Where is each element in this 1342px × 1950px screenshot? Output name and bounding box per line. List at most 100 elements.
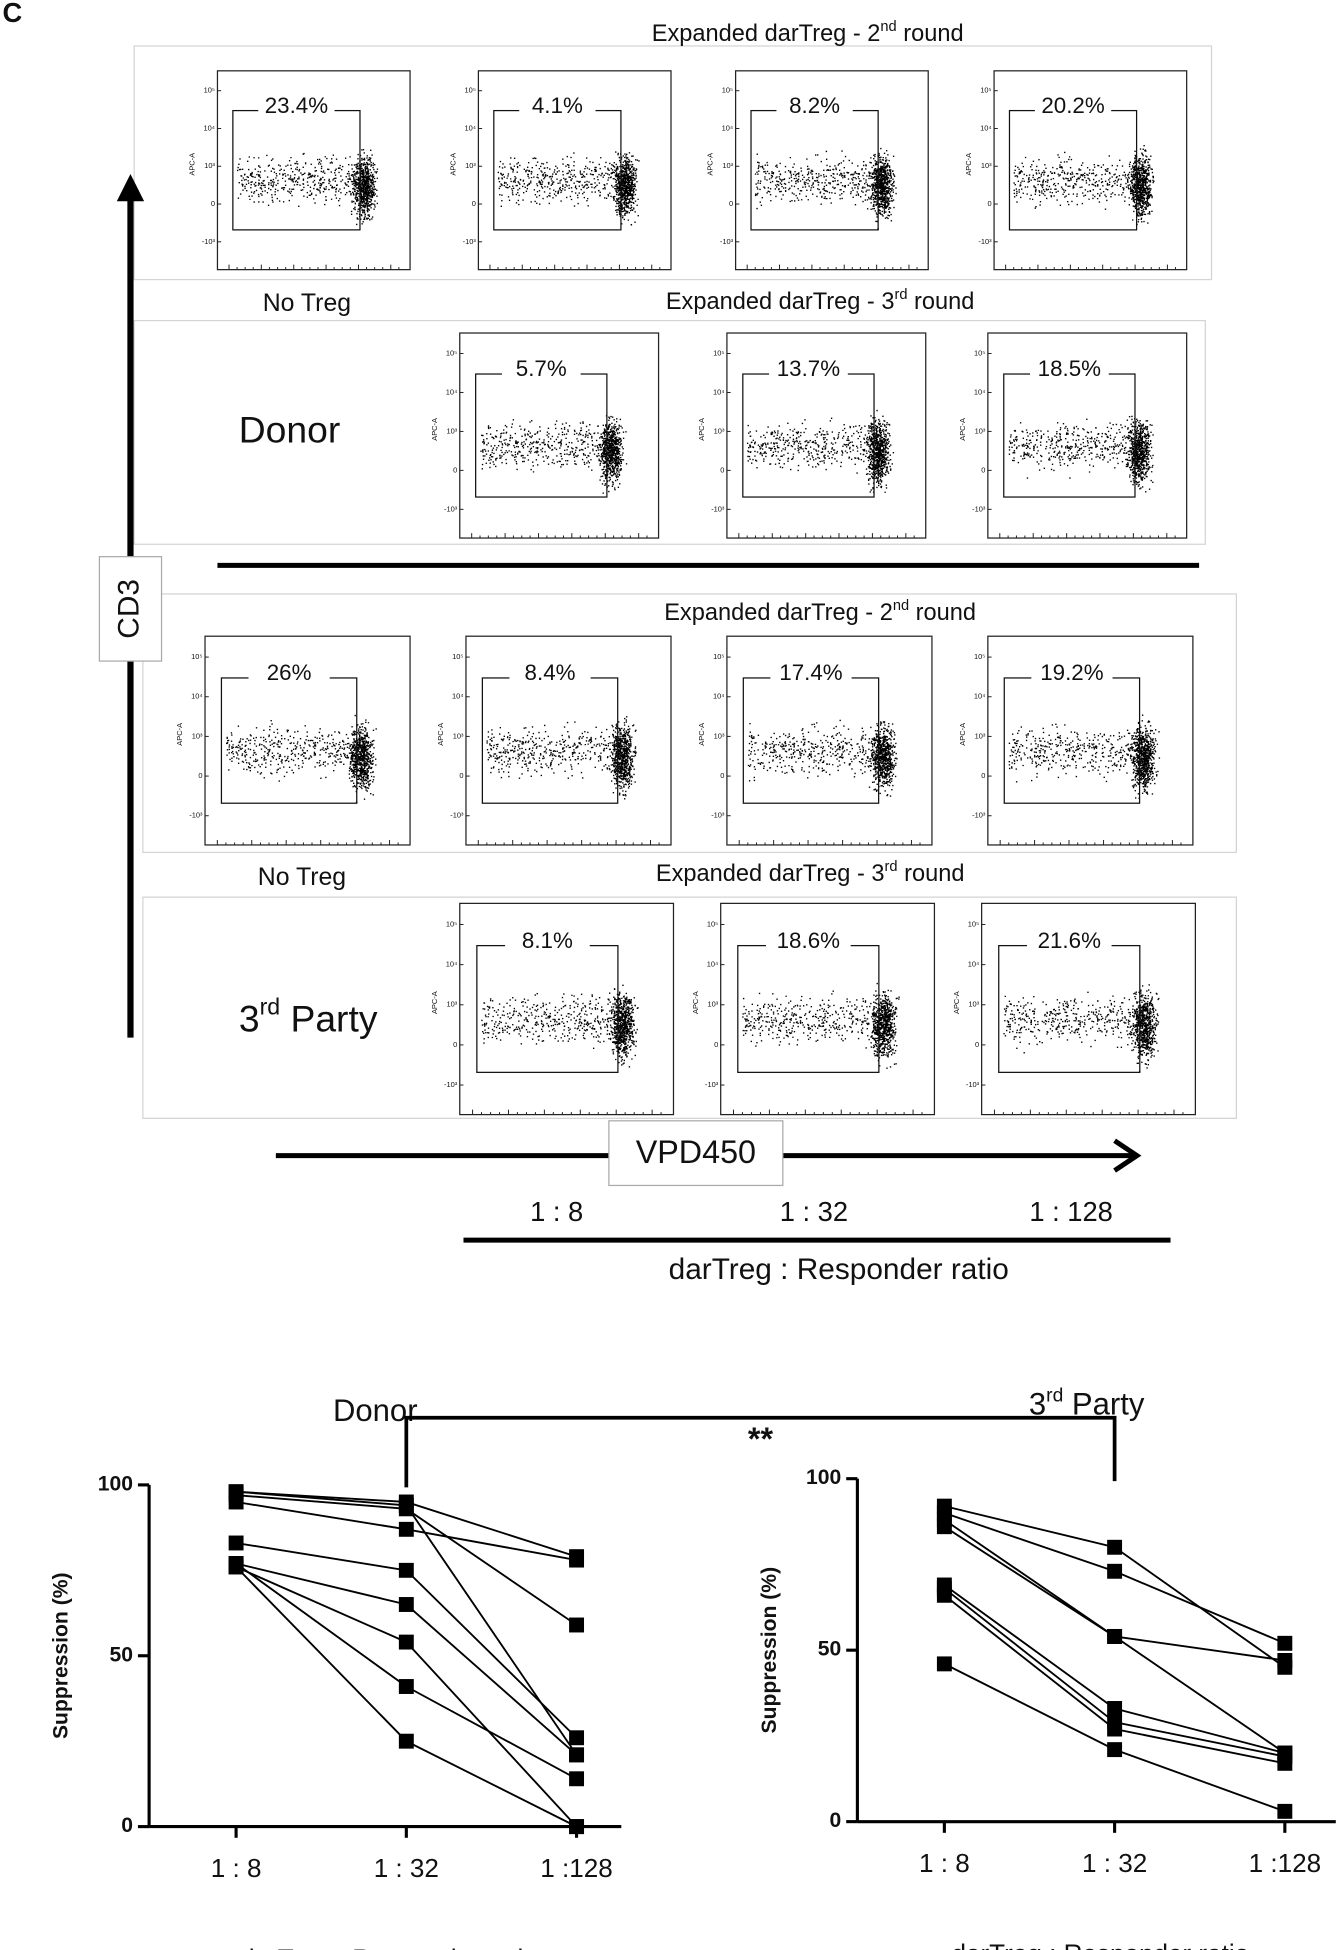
- text-part: nd: [880, 19, 896, 35]
- dot-cloud: [226, 714, 377, 803]
- plot-y-tick-label: 10⁵: [968, 919, 979, 928]
- plot-y-tick-label: 0: [472, 199, 476, 208]
- plot-x-ticks: [746, 264, 918, 270]
- plot-x-ticks: [489, 264, 661, 270]
- x-tick-label: 1 : 8: [919, 1848, 970, 1878]
- series-line: [235, 1562, 578, 1756]
- text-part: Expanded darTreg - 2: [652, 21, 881, 47]
- plot-y-tick-label: 10³: [981, 161, 992, 170]
- text-part: rd: [1046, 1385, 1063, 1406]
- plot-y-tick-label: 0: [453, 1040, 457, 1049]
- plot-y-tick-label: -10³: [444, 504, 458, 513]
- dot-cloud: [497, 151, 640, 226]
- plot-y-tick-label: 10³: [968, 1000, 979, 1009]
- plot-y-label: APC-A: [952, 991, 961, 1014]
- plot-y-tick-label: 10⁵: [980, 86, 991, 95]
- gate-label-bg: [505, 938, 590, 954]
- text-part: 3: [1029, 1387, 1046, 1422]
- point: [228, 1535, 244, 1551]
- text-part: round: [897, 21, 964, 47]
- plot-y-label: APC-A: [188, 153, 197, 176]
- plot-y-tick-label: 10⁵: [722, 86, 733, 95]
- dot-cloud: [1003, 984, 1160, 1073]
- dot-cloud: [742, 982, 900, 1069]
- plot-y-label: APC-A: [430, 991, 439, 1014]
- row-header: Expanded darTreg - 3rd round: [656, 859, 965, 887]
- plot-x-ticks: [738, 839, 921, 845]
- plot-y-tick-label: 10⁴: [713, 692, 724, 701]
- panel-label: C: [2, 0, 22, 28]
- plot-y-tick-label: 10³: [975, 731, 986, 740]
- plot-y-tick-label: 0: [211, 199, 215, 208]
- gate-label: 17.4%: [779, 660, 843, 685]
- y-axis-title: CD3: [112, 579, 145, 639]
- point: [1277, 1652, 1293, 1668]
- gate-label: 8.4%: [525, 660, 576, 685]
- gate-label-bg: [248, 670, 330, 686]
- x-title-box: [608, 1120, 784, 1187]
- plot-y-tick-label: 10³: [714, 731, 725, 740]
- plot-y-tick-label: 10⁵: [713, 652, 724, 661]
- series-line: [943, 1594, 1286, 1765]
- text-part: rd: [894, 287, 907, 303]
- plot-y-tick-label: -10³: [972, 504, 986, 513]
- significance-bracket: [404, 1415, 1117, 1488]
- plot-y-tick-label: -10³: [711, 811, 725, 820]
- plot-y-label: APC-A: [691, 991, 700, 1014]
- plot-x-ticks: [1005, 264, 1176, 270]
- gate-label: 26%: [267, 660, 312, 685]
- point: [1277, 1635, 1293, 1651]
- gate-label-bg: [1034, 103, 1112, 119]
- point: [936, 1519, 952, 1535]
- gate-label: 4.1%: [532, 93, 583, 118]
- point: [398, 1521, 414, 1537]
- plot-y-tick-label: 10³: [465, 161, 476, 170]
- text-part: rd: [260, 994, 281, 1020]
- text-part: Expanded darTreg - 3: [666, 289, 895, 315]
- point: [1277, 1755, 1293, 1771]
- dot-cloud: [481, 984, 639, 1068]
- plot-y-tick-label: 0: [720, 771, 724, 780]
- series-line: [943, 1663, 1286, 1813]
- plot-y-tick-label: -10³: [972, 811, 986, 820]
- point: [569, 1617, 585, 1633]
- plot-y-tick-label: -10³: [202, 237, 216, 246]
- point: [936, 1587, 952, 1603]
- gate-label-bg: [1026, 938, 1112, 954]
- x-axis-title: VPD450: [636, 1134, 756, 1170]
- panel-frame: [133, 45, 1213, 281]
- dot-cloud: [480, 415, 628, 494]
- plot-x-ticks: [472, 1109, 662, 1115]
- plot-x-ticks: [733, 1109, 923, 1115]
- plot-y-tick-label: 0: [198, 771, 202, 780]
- plot-y-tick-label: 10³: [707, 1000, 718, 1009]
- text-part: Party: [280, 997, 378, 1039]
- gate-label: 18.5%: [1038, 356, 1102, 381]
- plot-y-tick-label: -10³: [444, 1080, 458, 1089]
- gate-label-bg: [1030, 366, 1109, 382]
- plot-y-tick-label: 0: [453, 465, 457, 474]
- plot-y-tick-label: -10³: [705, 1080, 719, 1089]
- gate-label-bg: [776, 103, 853, 119]
- point: [398, 1562, 414, 1578]
- gate-label-bg: [769, 366, 848, 382]
- no-treg-label: No Treg: [263, 290, 351, 317]
- x-tick-label: 1 :128: [540, 1853, 613, 1883]
- plot-y-tick-label: 0: [987, 199, 991, 208]
- plot-y-tick-label: 10⁴: [191, 692, 202, 701]
- point: [398, 1679, 414, 1694]
- point: [398, 1733, 414, 1749]
- gate-label: 20.2%: [1041, 93, 1105, 118]
- dot-cloud: [236, 148, 379, 226]
- point: [569, 1819, 585, 1835]
- plot-y-label: APC-A: [175, 723, 184, 746]
- x-tick-label: 1 : 8: [211, 1853, 262, 1883]
- gate-label-bg: [770, 670, 852, 686]
- dot-cloud: [747, 719, 898, 797]
- dot-cloud: [1008, 714, 1161, 799]
- plot-y-tick-label: 0: [459, 771, 463, 780]
- plot-y-tick-label: 10⁵: [446, 919, 457, 928]
- row-header: Expanded darTreg - 2nd round: [652, 19, 964, 47]
- significance-label: **: [748, 1421, 774, 1457]
- x-axis-label: darTreg : Responder ratio: [951, 1939, 1249, 1950]
